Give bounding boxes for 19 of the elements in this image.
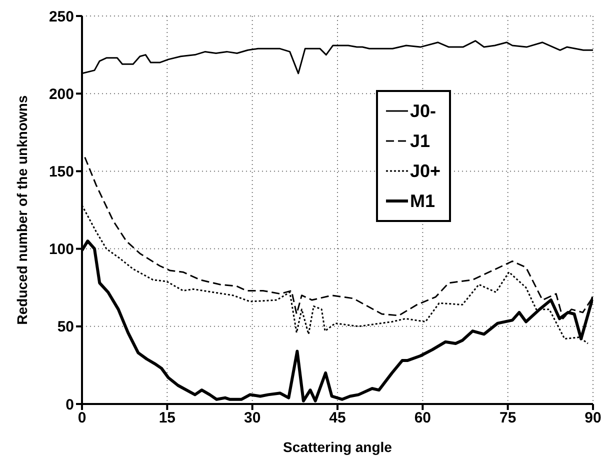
x-tick-label: 30 <box>244 410 261 427</box>
x-tick-label: 15 <box>158 410 176 427</box>
y-axis-title: Reduced number of the unknowns <box>14 95 30 325</box>
legend-label: J1 <box>410 130 430 152</box>
x-tick-label: 45 <box>329 410 346 427</box>
y-tick-label: 150 <box>48 164 74 181</box>
x-tick-label: 90 <box>584 410 602 427</box>
legend-label: M1 <box>410 190 436 212</box>
y-tick-label: 50 <box>57 318 74 336</box>
legend-label: J0+ <box>410 160 441 182</box>
x-tick-label: 60 <box>414 410 432 427</box>
y-tick-label: 250 <box>48 8 74 26</box>
x-axis-title: Scattering angle <box>283 439 392 455</box>
y-tick-label: 100 <box>48 241 74 258</box>
y-tick-label: 200 <box>48 86 74 103</box>
x-tick-label: 0 <box>78 410 86 427</box>
x-tick-label: 75 <box>499 410 516 427</box>
legend-label: J0- <box>410 100 436 122</box>
y-tick-label: 0 <box>66 396 74 414</box>
